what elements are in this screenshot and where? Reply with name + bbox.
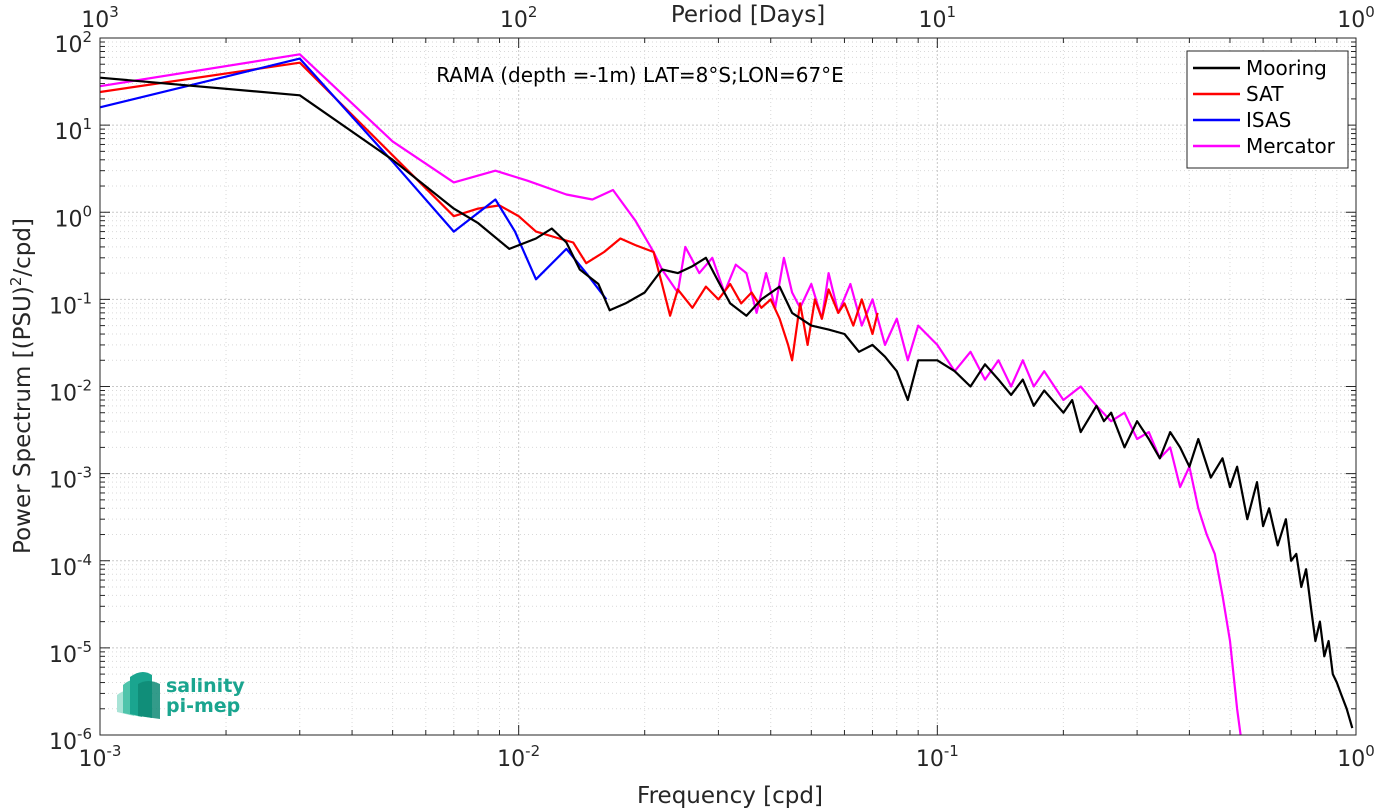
y-axis-label-prefix: Power Spectrum [(PSU) [10,286,36,554]
legend-label-mercator: Mercator [1246,134,1336,158]
salinity-pi-mep-logo: salinity pi-mep [117,671,245,719]
y-tick-label: 102 [54,28,92,58]
y-tick-label: 101 [54,115,92,145]
legend-label-isas: ISAS [1246,108,1291,132]
y-tick-label: 10-1 [49,289,92,319]
legend-box [1186,50,1349,169]
series-line-mooring [99,76,1354,729]
y-tick-labels: 102 101 100 10-1 10-2 10-3 10-4 10-5 10-6 [49,28,92,755]
chart-title: RAMA (depth =-1m) LAT=8°S;LON=67°E [436,63,844,87]
y-axis-label: Power Spectrum [(PSU)2/cpd] [7,218,36,554]
logo-text-line1: salinity [166,675,245,697]
y-tick-label: 100 [54,202,92,232]
x2-tick-label: 101 [919,3,957,33]
series-line-sat [99,61,879,362]
series-line-mercator [99,53,1242,736]
y-axis-label-superscript: 2 [7,277,25,287]
x-tick-label: 10-2 [497,742,540,772]
legend-label-sat: SAT [1246,82,1284,106]
y-tick-label: 10-5 [49,638,92,668]
x2-tick-label: 102 [500,3,538,33]
minor-grid [100,38,1356,735]
tick-marks [99,37,1357,736]
y-tick-label: 10-6 [49,725,92,755]
x2-tick-label: 100 [1337,3,1375,33]
x-tick-label: 10-3 [79,742,122,772]
series-layer [99,53,1354,736]
y-tick-label: 10-4 [49,551,92,581]
logo-text-line2: pi-mep [166,695,240,717]
x-tick-labels: 10-3 10-2 10-1 100 [79,742,1375,772]
y-tick-label: 10-3 [49,464,92,494]
x-axis-label: Frequency [cpd] [637,783,823,809]
x-tick-label: 10-1 [916,742,959,772]
x2-tick-labels: 103 102 101 100 [81,3,1375,33]
logo-mark-icon [117,671,160,719]
x-tick-label: 100 [1337,742,1375,772]
y-axis-label-suffix: /cpd] [10,218,36,277]
legend-label-mooring: Mooring [1246,56,1327,80]
x2-axis-label: Period [Days] [671,2,825,28]
x2-tick-label: 103 [81,3,119,33]
y-tick-label: 10-2 [49,377,92,407]
